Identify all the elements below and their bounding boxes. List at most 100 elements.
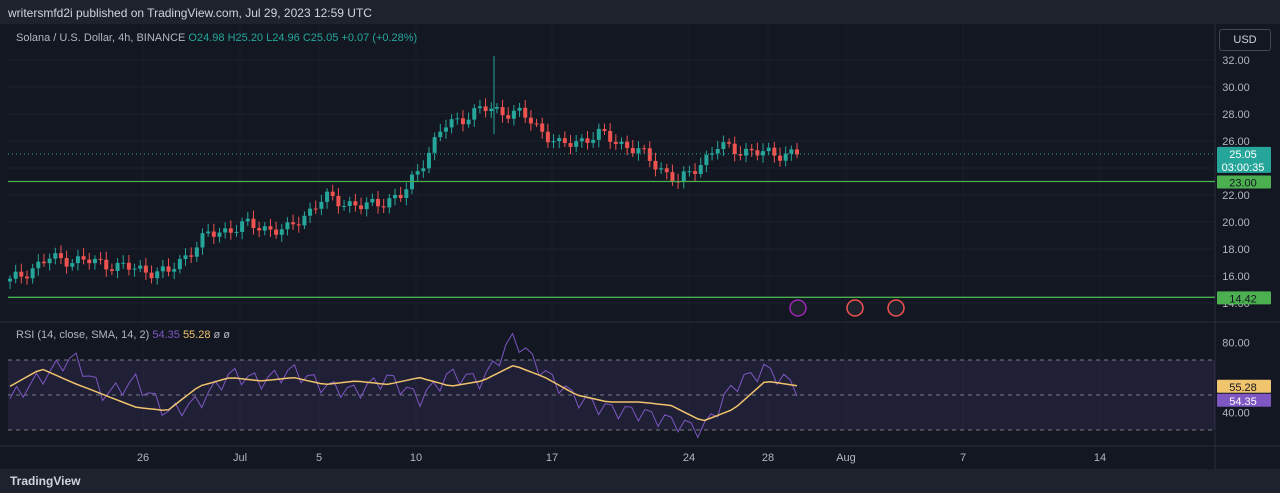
candle-body [370,198,375,203]
rsi-extra: ø ø [213,329,231,341]
candle-body [245,218,250,222]
candle-body [738,154,743,156]
candle-body [704,154,709,166]
last-price-tag-bg [1217,146,1271,173]
candle-body [75,256,80,264]
candle-body [223,228,228,233]
price-tick-label: 26.00 [1222,136,1250,148]
candle-body [47,258,52,264]
candle-body [625,141,630,149]
candle-body [353,201,358,206]
price-tick-label: 28.00 [1222,109,1250,121]
candle-body [687,171,692,173]
candle-body [472,108,477,120]
candle-body [721,142,726,149]
level-lower-tag-bg [1217,291,1271,305]
candle-body [795,149,799,155]
candle-body [24,276,29,279]
time-tick-label: 24 [683,452,695,464]
price-tick-label: 20.00 [1222,217,1250,229]
price-pane [8,24,1215,322]
candle-body [574,141,579,147]
price-tick-label: 22.00 [1222,190,1250,202]
chart-area[interactable]: 32.0030.0028.0026.0024.0022.0020.0018.00… [0,24,1280,469]
candle-body [489,108,494,112]
candle-body [92,258,97,264]
time-tick-label: 14 [1094,452,1106,464]
candle-body [217,232,222,237]
candle-body [87,259,92,264]
price-tick-label: 32.00 [1222,55,1250,67]
candle-body [545,131,550,143]
footer-bar: TradingView [0,469,1280,493]
candle-body [376,198,381,207]
candle-body [608,130,613,142]
candle-body [81,256,86,260]
symbol-name: Solana / U.S. Dollar, 4h, BINANCE [16,32,186,44]
candle-body [262,226,267,231]
candle-body [251,218,256,229]
candle-body [336,196,341,207]
candle-body [466,119,471,125]
rsi-sma-tag: 55.28 [1229,382,1257,394]
ohlc-high: H25.20 [227,32,264,44]
candle-body [240,221,245,232]
candle-body [755,150,760,156]
level-lower-tag: 14.42 [1229,293,1257,305]
candle-body [234,231,239,233]
candle-body [443,127,448,132]
rsi-sma-tag-bg [1217,379,1271,393]
candle-body [342,205,347,207]
candle-body [308,208,313,216]
time-tick-label: 28 [762,452,774,464]
candle-body [183,255,188,259]
candle-body [347,201,352,206]
candle-body [619,141,624,144]
economic-event-icon [846,299,864,317]
candle-body [172,269,177,272]
candle-body [551,141,556,143]
rsi-legend: RSI (14, close, SMA, 14, 2) 54.35 55.28 … [16,329,230,341]
candle-body [166,266,171,272]
candle-body [761,151,766,156]
candle-body [500,107,505,116]
publish-info: writersmfd2i published on TradingView.co… [8,6,372,20]
price-tick-label: 30.00 [1222,82,1250,94]
candle-body [296,224,301,226]
candle-body [438,131,443,138]
candle-body [557,138,562,142]
candle-body [523,107,528,118]
candle-body [494,107,499,109]
price-chart[interactable]: 32.0030.0028.0026.0024.0022.0020.0018.00… [0,24,1280,469]
candle-body [585,138,590,143]
candle-body [540,123,545,132]
candle-body [568,143,573,147]
dividend-event-icon [789,299,807,317]
time-tick-label: 17 [546,452,558,464]
level-upper-tag: 23.00 [1229,178,1257,190]
candle-body [534,123,539,125]
candle-body [477,106,482,109]
candle-body [285,222,290,230]
currency-button[interactable]: USD [1219,29,1271,51]
candle-body [393,194,398,199]
time-tick-label: 10 [410,452,422,464]
candle-body [483,106,488,112]
candle-body [749,148,754,151]
price-tick-label: 18.00 [1222,244,1250,256]
candle-body [330,191,335,197]
candle-body [732,143,737,155]
candle-body [143,265,148,273]
candle-body [647,148,652,161]
candle-body [670,172,675,182]
time-tick-label: 7 [960,452,966,464]
sma-value: 55.28 [182,329,211,341]
candle-body [772,147,777,156]
rsi-value-tag-bg [1217,393,1271,407]
candle-body [206,231,211,234]
candle-body [64,258,69,267]
candle-body [744,148,749,156]
ohlc-low: L24.96 [266,32,300,44]
candle-body [460,118,465,125]
candle-body [778,155,783,161]
